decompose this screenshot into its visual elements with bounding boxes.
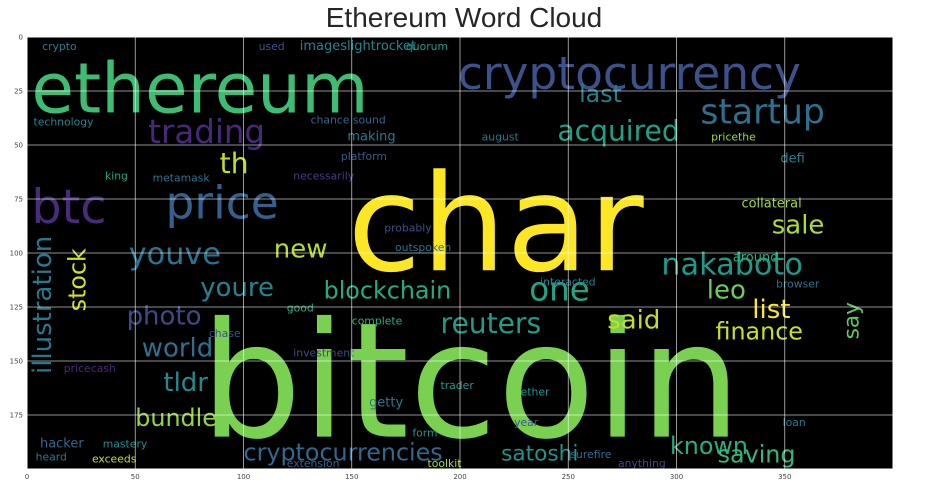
word-18: leo	[707, 275, 746, 305]
word-50: outspoken	[395, 241, 451, 254]
word-64: hacker	[40, 436, 84, 451]
word-37: quorum	[406, 40, 448, 53]
word-55: complete	[352, 314, 403, 327]
word-13: youve	[129, 237, 221, 272]
y-tick-label-3: 75	[14, 196, 23, 204]
word-21: stock	[63, 248, 91, 311]
word-71: loan	[783, 416, 806, 429]
x-tick-label-0: 0	[25, 473, 29, 481]
word-60: trader	[441, 379, 475, 392]
word-24: said	[607, 306, 660, 336]
word-2: ethereum	[31, 50, 368, 130]
word-5: price	[166, 176, 279, 229]
word-49: probably	[384, 221, 432, 234]
word-32: saving	[718, 441, 796, 469]
word-38: technology	[33, 116, 94, 129]
word-7: btc	[31, 180, 106, 235]
word-43: platform	[341, 150, 387, 163]
word-33: say	[839, 302, 864, 340]
word-41: august	[482, 131, 519, 144]
x-tick-label-4: 200	[453, 473, 466, 481]
x-tick-label-1: 50	[131, 473, 140, 481]
word-0: bitcoin	[200, 288, 741, 475]
word-46: metamask	[153, 172, 211, 185]
word-57: pricecash	[64, 362, 116, 375]
word-70: surefire	[570, 448, 611, 461]
x-axis-ticks: 0 50 100 150 200 250 300 350	[25, 473, 792, 481]
plot-frame	[26, 36, 894, 470]
y-tick-label-4: 100	[10, 250, 23, 258]
word-26: world	[142, 334, 214, 364]
word-52: browser	[776, 278, 820, 291]
word-35: used	[259, 40, 285, 53]
word-51: around	[733, 251, 779, 266]
word-54: good	[287, 301, 314, 314]
word-4: startup	[700, 92, 825, 132]
word-65: mastery	[103, 437, 148, 450]
word-62: form	[412, 427, 437, 440]
x-tick-label-6: 300	[670, 473, 683, 481]
word-61: ether	[521, 386, 550, 399]
word-69: toolkit	[428, 457, 462, 470]
x-tick-label-3: 150	[345, 473, 358, 481]
word-25: finance	[715, 317, 802, 345]
y-tick-label-5: 125	[10, 304, 23, 312]
word-45: necessarily	[293, 170, 354, 183]
word-58: chase	[209, 327, 241, 340]
x-tick-label-2: 100	[237, 473, 250, 481]
word-48: collateral	[741, 197, 801, 212]
word-36: imageslightrocket	[300, 39, 416, 54]
y-axis-ticks: 0 25 50 75 100 125 150 175	[10, 34, 23, 420]
word-27: tldr	[163, 368, 208, 398]
word-39: chance sound	[311, 113, 386, 126]
word-40: making	[347, 130, 395, 145]
y-tick-label-0: 0	[19, 34, 23, 42]
y-tick-label-2: 50	[14, 142, 23, 150]
word-34: crypto	[42, 40, 77, 53]
word-66: heard	[36, 450, 67, 463]
x-tick-label-7: 350	[778, 473, 791, 481]
word-22: illustration	[28, 236, 58, 374]
word-15: youre	[200, 273, 274, 303]
y-tick-label-1: 25	[14, 88, 23, 96]
word-29: cryptocurrencies	[244, 438, 443, 466]
word-63: year	[514, 416, 539, 429]
word-56: investment	[293, 347, 354, 360]
word-16: blockchain	[324, 276, 452, 304]
grid-layer	[26, 36, 893, 469]
chart-title: Ethereum Word Cloud	[325, 2, 603, 33]
word-1: char	[347, 145, 644, 302]
word-72: anything	[618, 457, 666, 470]
word-42: pricethe	[711, 131, 756, 144]
word-23: reuters	[441, 307, 542, 340]
word-17: one	[529, 271, 589, 309]
word-30: satoshi	[501, 441, 578, 466]
word-68: extension	[287, 457, 340, 470]
y-tick-label-6: 150	[10, 358, 23, 366]
word-6: trading	[148, 113, 265, 151]
word-19: list	[752, 295, 790, 325]
word-28: bundle	[135, 404, 217, 432]
word-14: new	[274, 234, 328, 264]
x-tick-label-5: 250	[562, 473, 575, 481]
word-11: nakaboto	[661, 248, 803, 283]
word-59: getty	[369, 395, 403, 410]
word-47: king	[105, 170, 128, 183]
word-20: photo	[127, 301, 202, 331]
word-10: last	[579, 80, 622, 108]
word-31: known	[670, 432, 748, 460]
word-8: th	[220, 147, 249, 180]
word-44: defi	[780, 151, 804, 166]
word-12: sale	[772, 211, 825, 241]
y-tick-label-7: 175	[10, 412, 23, 420]
word-9: acquired	[557, 115, 679, 148]
word-67: exceeds	[92, 453, 137, 466]
